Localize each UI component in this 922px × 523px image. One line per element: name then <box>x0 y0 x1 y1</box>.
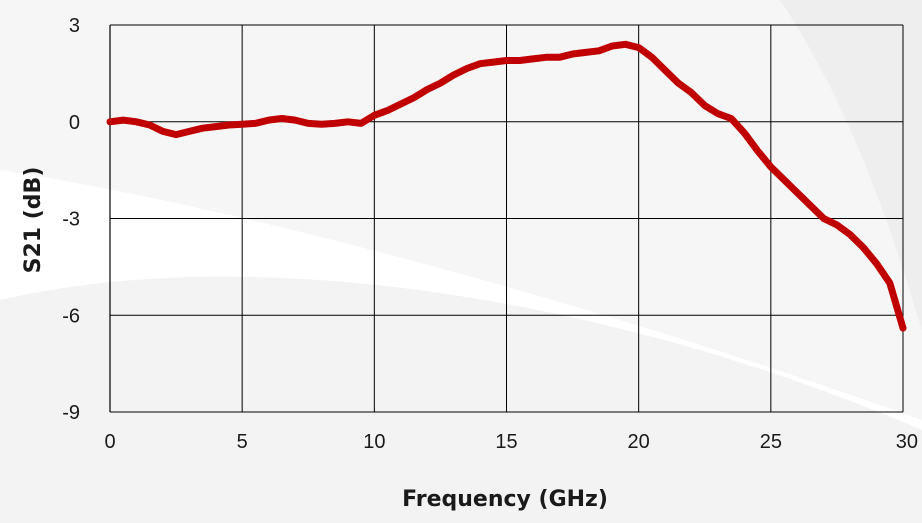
series-line <box>106 40 907 332</box>
y-tick-label: -3 <box>62 209 80 231</box>
x-tick-label: 5 <box>237 431 248 453</box>
x-tick-label: 10 <box>363 431 385 453</box>
x-tick-label: 25 <box>760 431 782 453</box>
y-tick-label: 0 <box>69 112 80 134</box>
y-tick-label: -6 <box>62 305 80 327</box>
background-swoosh-lower <box>0 276 922 523</box>
x-axis-ticks: 0 5 10 15 20 25 30 <box>104 431 918 453</box>
y-axis-title: S21 (dB) <box>21 167 46 274</box>
x-tick-label: 0 <box>104 431 115 453</box>
background-swoosh-right <box>780 0 922 330</box>
y-tick-label: -9 <box>62 402 80 424</box>
plot-grid <box>109 24 904 413</box>
x-tick-label: 30 <box>896 431 918 453</box>
y-axis-ticks: 3 0 -3 -6 -9 <box>62 15 80 424</box>
x-axis-title: Frequency (GHz) <box>402 487 608 512</box>
y-tick-label: 3 <box>69 15 80 37</box>
x-tick-label: 15 <box>495 431 517 453</box>
x-tick-label: 20 <box>628 431 650 453</box>
